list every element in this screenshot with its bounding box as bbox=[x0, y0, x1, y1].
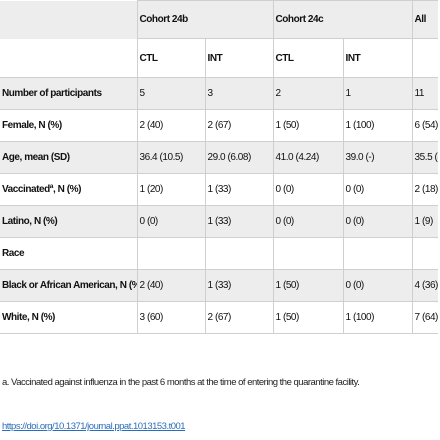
table-cell: 3 bbox=[204, 77, 273, 110]
table-cell: 36.4 (10.5) bbox=[136, 141, 205, 174]
table-cell: 7 (64) bbox=[411, 301, 439, 334]
table-cell: 0 (0) bbox=[272, 173, 343, 206]
table-cell: 1 (50) bbox=[272, 269, 343, 302]
table-cell: 1 (20) bbox=[136, 173, 205, 206]
row-label: Black or African American, N (%) bbox=[0, 269, 137, 302]
table-row: Age, mean (SD) 36.4 (10.5) 29.0 (6.08) 4… bbox=[0, 141, 439, 174]
table-cell: 0 (0) bbox=[342, 205, 413, 238]
table-row: Female, N (%) 2 (40) 2 (67) 1 (50) 1 (10… bbox=[0, 109, 439, 142]
table-row: Vaccinatedª, N (%) 1 (20) 1 (33) 0 (0) 0… bbox=[0, 173, 439, 206]
table-cell: 35.5 (8.56) bbox=[411, 141, 439, 174]
sub-header-int-24c: INT bbox=[342, 38, 413, 78]
table-footnote: a. Vaccinated against influenza in the p… bbox=[2, 377, 360, 388]
sub-header-int-24b: INT bbox=[204, 38, 273, 78]
table-cell: 1 (50) bbox=[272, 301, 343, 334]
table-cell: 3 (60) bbox=[136, 301, 205, 334]
sub-header-ctl-24c: CTL bbox=[272, 38, 343, 78]
table-cell: 29.0 (6.08) bbox=[204, 141, 273, 174]
table-row: White, N (%) 3 (60) 2 (67) 1 (50) 1 (100… bbox=[0, 301, 439, 334]
table-cell: 2 (40) bbox=[136, 109, 205, 142]
table-cell: 0 (0) bbox=[342, 173, 413, 206]
table-cell: 1 (33) bbox=[204, 269, 273, 302]
table-cell: 1 (33) bbox=[204, 205, 273, 238]
table-cell: 2 (40) bbox=[136, 269, 205, 302]
table-cell: 0 (0) bbox=[272, 205, 343, 238]
table-cell: 39.0 (-) bbox=[342, 141, 413, 174]
row-label: Age, mean (SD) bbox=[0, 141, 137, 174]
table-row: Black or African American, N (%) 2 (40) … bbox=[0, 269, 439, 302]
corner-cell bbox=[0, 39, 137, 78]
sub-header-ctl-24b: CTL bbox=[136, 38, 205, 78]
table-cell bbox=[342, 237, 413, 270]
table-cell bbox=[272, 237, 343, 270]
corner-cell bbox=[0, 0, 137, 39]
group-header-cohort-24c: Cohort 24c bbox=[272, 0, 413, 39]
table-row: Latino, N (%) 0 (0) 1 (33) 0 (0) 0 (0) 1… bbox=[0, 205, 439, 238]
sub-header-row: CTL INT CTL INT bbox=[0, 38, 439, 78]
sub-header-all bbox=[411, 38, 439, 78]
group-header-cohort-24b: Cohort 24b bbox=[136, 0, 273, 39]
table-cell: 4 (36) bbox=[411, 269, 439, 302]
row-label: Latino, N (%) bbox=[0, 205, 137, 238]
table-cell: 6 (54) bbox=[411, 109, 439, 142]
table-cell bbox=[136, 237, 205, 270]
table-cell: 0 (0) bbox=[342, 269, 413, 302]
table-cell: 1 (100) bbox=[342, 109, 413, 142]
table-cell: 5 bbox=[136, 77, 205, 110]
table-cell: 1 (33) bbox=[204, 173, 273, 206]
table-cell: 1 (50) bbox=[272, 109, 343, 142]
table-row: Number of participants 5 3 2 1 11 bbox=[0, 77, 439, 110]
row-label: Race bbox=[0, 237, 137, 270]
table-cell: 41.0 (4.24) bbox=[272, 141, 343, 174]
table-cell bbox=[204, 237, 273, 270]
table-cell: 1 bbox=[342, 77, 413, 110]
row-label: Number of participants bbox=[0, 77, 137, 110]
group-header-row: Cohort 24b Cohort 24c All bbox=[0, 0, 439, 39]
table-cell: 2 bbox=[272, 77, 343, 110]
table-cell: 11 bbox=[411, 77, 439, 110]
table-row: Race bbox=[0, 237, 439, 270]
row-label: Female, N (%) bbox=[0, 109, 137, 142]
table-cell bbox=[411, 237, 439, 270]
table-cell: 2 (67) bbox=[204, 109, 273, 142]
table-cell: 1 (100) bbox=[342, 301, 413, 334]
table-cell: 0 (0) bbox=[136, 205, 205, 238]
table-container: Cohort 24b Cohort 24c All CTL INT CTL IN… bbox=[0, 0, 439, 334]
doi-link[interactable]: https://doi.org/10.1371/journal.ppat.101… bbox=[2, 421, 186, 432]
row-label: Vaccinatedª, N (%) bbox=[0, 173, 137, 206]
table-cell: 2 (18) bbox=[411, 173, 439, 206]
table-cell: 1 (9) bbox=[411, 205, 439, 238]
row-label: White, N (%) bbox=[0, 301, 137, 334]
group-header-all: All bbox=[411, 0, 439, 39]
table-cell: 2 (67) bbox=[204, 301, 273, 334]
demographics-table: Cohort 24b Cohort 24c All CTL INT CTL IN… bbox=[0, 0, 439, 334]
